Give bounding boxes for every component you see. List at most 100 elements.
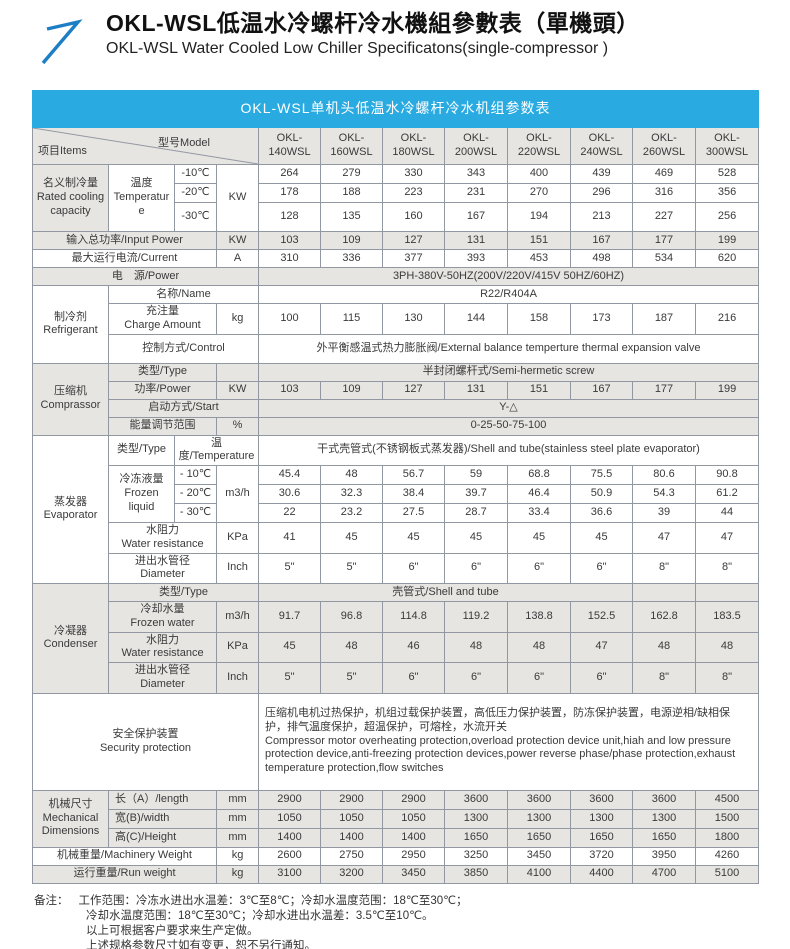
value-cell: 131 bbox=[444, 380, 508, 400]
control-value: 外平衡感温式热力膨胀阀/External balance temperture … bbox=[257, 333, 760, 364]
spec-table: OKL-WSL单机头低温水冷螺杆冷水机组参数表 项目Items 型号Model … bbox=[31, 90, 760, 884]
value-cell: 45 bbox=[570, 522, 633, 554]
value-cell: 1650 bbox=[632, 827, 696, 848]
value-cell: 1400 bbox=[382, 827, 445, 848]
frozen-liquid-label: 冷冻液量 Frozen liquid bbox=[108, 465, 175, 523]
value-cell: 3600 bbox=[444, 789, 508, 810]
compressor-power-label: 功率/Power bbox=[108, 380, 217, 400]
condenser-water-label: 冷却水量 Frozen water bbox=[108, 601, 217, 633]
value-cell: 38.4 bbox=[382, 484, 445, 504]
power-supply-row: 电 源/Power 3PH-380V-50HZ(200V/220V/415V 5… bbox=[32, 267, 760, 286]
condenser-diameter-label: 进出水管径 Diameter bbox=[108, 662, 217, 694]
value-cell: 109 bbox=[320, 231, 383, 250]
condenser-type-empty-2 bbox=[694, 583, 760, 602]
security-text-en: Compressor motor overheating protection,… bbox=[265, 734, 736, 775]
value-cell: 48 bbox=[694, 631, 760, 663]
value-cell: 377 bbox=[382, 249, 445, 268]
corner-items-label: 项目Items bbox=[38, 145, 87, 158]
start-label: 启动方式/Start bbox=[108, 398, 259, 418]
note-line: 备注： 工作范围：冷冻水进出水温差：3℃至8℃；冷却水温度范围：18℃至30℃； bbox=[34, 894, 758, 909]
compressor-energy-row: 能量调节范围 % 0-25-50-75-100 bbox=[33, 416, 760, 436]
value-cell: 393 bbox=[444, 249, 508, 268]
length-label: 长（A）/length bbox=[108, 789, 217, 810]
value-cell: 41 bbox=[258, 522, 321, 554]
value-cell: 47 bbox=[694, 522, 760, 554]
energy-value: 0-25-50-75-100 bbox=[257, 416, 760, 436]
value-cell: 47 bbox=[570, 631, 633, 663]
page-title: OKL-WSL低温水冷螺杆冷水機組參數表（單機頭） bbox=[106, 10, 640, 36]
refrigerant-name-value: R22/R404A bbox=[257, 285, 760, 304]
evaporator-water-resistance-row: 水阻力 Water resistance KPa 41 45 45 45 45 45 47 4… bbox=[33, 522, 760, 554]
rated-temp-minus30: -30℃ bbox=[174, 202, 217, 232]
current-row: 最大运行电流/Current A 310 336 377 393 453 498 534 62… bbox=[32, 249, 760, 268]
value-cell: 5" bbox=[320, 552, 383, 584]
notes-section: 备注： 工作范围：冷冻水进出水温差：3℃至8℃；冷却水温度范围：18℃至30℃； … bbox=[34, 894, 758, 949]
value-cell: OKL- 240WSL bbox=[570, 127, 633, 165]
value-cell: 6" bbox=[382, 552, 445, 584]
value-cell: 45 bbox=[320, 522, 383, 554]
compressor-start-row: 启动方式/Start Y-△ bbox=[33, 398, 760, 418]
condenser-wr-label: 水阻力 Water resistance bbox=[108, 631, 217, 663]
value-cell: 2900 bbox=[258, 789, 321, 810]
refrigerant-name-row: 制冷剂 Refrigerant 名称/Name R22/R404A bbox=[32, 285, 760, 364]
refrigerant-name-label: 名称/Name bbox=[108, 285, 259, 304]
evaporator-type-label: 类型/Type bbox=[108, 434, 175, 466]
value-cell: 6" bbox=[444, 552, 508, 584]
value-cell: 8" bbox=[694, 552, 760, 584]
value-cell: 22 bbox=[258, 503, 321, 523]
value-cell: 151 bbox=[507, 380, 571, 400]
value-cell: 119.2 bbox=[444, 601, 508, 633]
value-cell: 3200 bbox=[320, 864, 383, 884]
height-unit: mm bbox=[216, 827, 259, 848]
value-cell: 39.7 bbox=[444, 484, 508, 504]
value-cell: 103 bbox=[258, 231, 321, 250]
value-cell: 469 bbox=[632, 164, 696, 184]
value-cell: 1300 bbox=[507, 808, 571, 829]
value-cell: 6" bbox=[444, 662, 508, 694]
value-cell: OKL- 300WSL bbox=[694, 127, 760, 165]
value-cell: OKL- 180WSL bbox=[382, 127, 445, 165]
value-cell: 6" bbox=[570, 552, 633, 584]
value-cell: 50.9 bbox=[570, 484, 633, 504]
value-cell: 23.2 bbox=[320, 503, 383, 523]
value-cell: 5100 bbox=[694, 864, 760, 884]
rated-temp-minus10: -10℃ bbox=[174, 164, 217, 184]
value-cell: 177 bbox=[632, 231, 696, 250]
compressor-power-unit: KW bbox=[216, 380, 259, 400]
value-cell: 439 bbox=[570, 164, 633, 184]
input-power-unit: KW bbox=[216, 231, 259, 250]
security-text-zh: 压缩机电机过热保护，机组过载保护装置，高低压力保护装置，防冻保护装置，电源逆相/… bbox=[265, 707, 731, 733]
condenser-water-row: 冷却水量 Frozen water m3/h 91.7 96.8 114.8 119.… bbox=[33, 601, 760, 633]
rated-temp-minus20: -20℃ bbox=[174, 183, 217, 203]
evaporator-diameter-row: 进出水管径 Diameter Inch 5" 5" 6" 6" 6" 6" 8" 8" bbox=[33, 552, 760, 584]
value-cell: 1500 bbox=[694, 808, 760, 829]
value-cell: 59 bbox=[444, 465, 508, 485]
value-cell: 33.4 bbox=[507, 503, 571, 523]
value-cell: 167 bbox=[570, 380, 633, 400]
control-label: 控制方式/Control bbox=[108, 333, 259, 364]
energy-unit: % bbox=[216, 416, 259, 436]
width-label: 宽(B)/width bbox=[108, 808, 217, 829]
value-cell: 162.8 bbox=[632, 601, 696, 633]
value-cell: 56.7 bbox=[382, 465, 445, 485]
value-cell: 6" bbox=[507, 662, 571, 694]
value-cell: 32.3 bbox=[320, 484, 383, 504]
compressor-type-label: 类型/Type bbox=[108, 362, 217, 382]
value-cell: 2900 bbox=[320, 789, 383, 810]
value-cell: OKL- 140WSL bbox=[258, 127, 321, 165]
evaporator-wr-unit: KPa bbox=[216, 522, 259, 554]
value-cell: 316 bbox=[632, 183, 696, 203]
value-cell: 194 bbox=[507, 202, 571, 232]
value-cell: 256 bbox=[694, 202, 760, 232]
value-cell: 2950 bbox=[382, 846, 445, 866]
value-cell: 6" bbox=[570, 662, 633, 694]
value-cell: 47 bbox=[632, 522, 696, 554]
value-cell: 3600 bbox=[632, 789, 696, 810]
rated-temp-label: 温度 Temperature bbox=[108, 164, 175, 232]
dimension-width-row: 宽(B)/width mm 1050 1050 1050 1300 1300 1300 13… bbox=[33, 808, 760, 829]
value-cell: 6" bbox=[507, 552, 571, 584]
evaporator-diameter-label: 进出水管径 Diameter bbox=[108, 552, 217, 584]
value-cell: 4400 bbox=[570, 864, 633, 884]
width-unit: mm bbox=[216, 808, 259, 829]
